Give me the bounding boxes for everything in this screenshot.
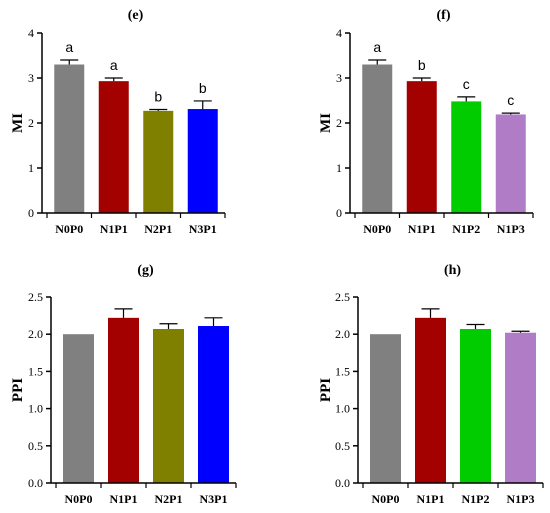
y-tick-label: 0 [28, 206, 34, 220]
y-tick-label: 2.5 [28, 290, 43, 304]
bar [143, 110, 174, 213]
y-tick-label: 1.5 [28, 364, 43, 378]
y-tick-label: 2 [28, 116, 34, 130]
y-tick-label: 0 [336, 206, 342, 220]
y-axis-label: PPI [318, 378, 334, 402]
y-tick-label: 0.5 [28, 439, 43, 453]
y-tick-label: 2.0 [335, 327, 350, 341]
bar [187, 109, 218, 213]
significance-letter: c [463, 76, 470, 92]
x-tick-label: N1P1 [408, 222, 436, 236]
y-tick-label: 0.0 [28, 476, 43, 490]
y-tick-label: 1.0 [335, 402, 350, 416]
significance-letter: a [373, 39, 381, 55]
x-tick-label: N1P2 [462, 492, 490, 506]
bar [451, 101, 482, 213]
chart-panel: (e) MI a N0P0 a N1P1 b N2P1 b N3P1 0 1 2 3 4 [10, 8, 226, 236]
x-tick-label: N0P0 [372, 492, 400, 506]
y-tick-label: 4 [336, 26, 342, 40]
bar [415, 317, 446, 483]
y-tick-label: 2 [336, 116, 342, 130]
y-axis-label: PPI [10, 378, 26, 402]
bar [495, 114, 526, 213]
x-tick-label: N1P1 [417, 492, 445, 506]
chart-panel: (f) MI a N0P0 b N1P1 c N1P2 c N1P3 0 1 2 3 4 [318, 8, 534, 236]
bar [153, 328, 184, 483]
y-tick-label: 2.5 [335, 290, 350, 304]
bar [63, 334, 94, 483]
x-tick-label: N0P0 [363, 222, 391, 236]
y-tick-label: 0.5 [335, 439, 350, 453]
significance-letter: a [65, 39, 73, 55]
x-tick-label: N2P1 [155, 492, 183, 506]
bar [460, 328, 491, 483]
x-tick-label: N1P3 [497, 222, 525, 236]
y-tick-label: 3 [28, 71, 34, 85]
significance-letter: a [110, 57, 118, 73]
bar [198, 326, 229, 483]
bar [108, 317, 139, 483]
y-axis-label: MI [318, 113, 334, 133]
bar [98, 81, 129, 214]
panel-title: (e) [128, 8, 144, 23]
x-tick-label: N3P1 [189, 222, 217, 236]
x-tick-label: N3P1 [200, 492, 228, 506]
bar [370, 334, 401, 483]
y-tick-label: 2.0 [28, 327, 43, 341]
x-tick-label: N1P1 [100, 222, 128, 236]
panel-title: (g) [137, 263, 154, 278]
chart-panel: (h) PPI N0P0 N1P1 N1P2 N1P3 0.0 0.5 1.0 1.5 2.0 2.5 [318, 263, 544, 506]
y-tick-label: 1 [336, 161, 342, 175]
x-tick-label: N1P2 [452, 222, 480, 236]
significance-letter: b [199, 80, 207, 96]
panel-title: (f) [437, 8, 451, 23]
y-tick-label: 3 [336, 71, 342, 85]
bar [54, 64, 85, 213]
bar [362, 64, 393, 213]
y-tick-label: 1 [28, 161, 34, 175]
significance-letter: c [507, 92, 514, 108]
chart-panel: (g) PPI N0P0 N1P1 N2P1 N3P1 0.0 0.5 1.0 1.5 2.0 2.5 [10, 263, 237, 506]
x-tick-label: N1P3 [507, 492, 535, 506]
y-tick-label: 1.5 [335, 364, 350, 378]
y-tick-label: 4 [28, 26, 34, 40]
x-tick-label: N2P1 [144, 222, 172, 236]
y-tick-label: 0.0 [335, 476, 350, 490]
bar [406, 81, 437, 214]
significance-letter: b [418, 57, 426, 73]
bar [505, 332, 536, 483]
panel-title: (h) [444, 263, 461, 278]
y-axis-label: MI [10, 113, 26, 133]
y-tick-label: 1.0 [28, 402, 43, 416]
x-tick-label: N1P1 [110, 492, 138, 506]
x-tick-label: N0P0 [55, 222, 83, 236]
x-tick-label: N0P0 [65, 492, 93, 506]
significance-letter: b [154, 89, 162, 105]
